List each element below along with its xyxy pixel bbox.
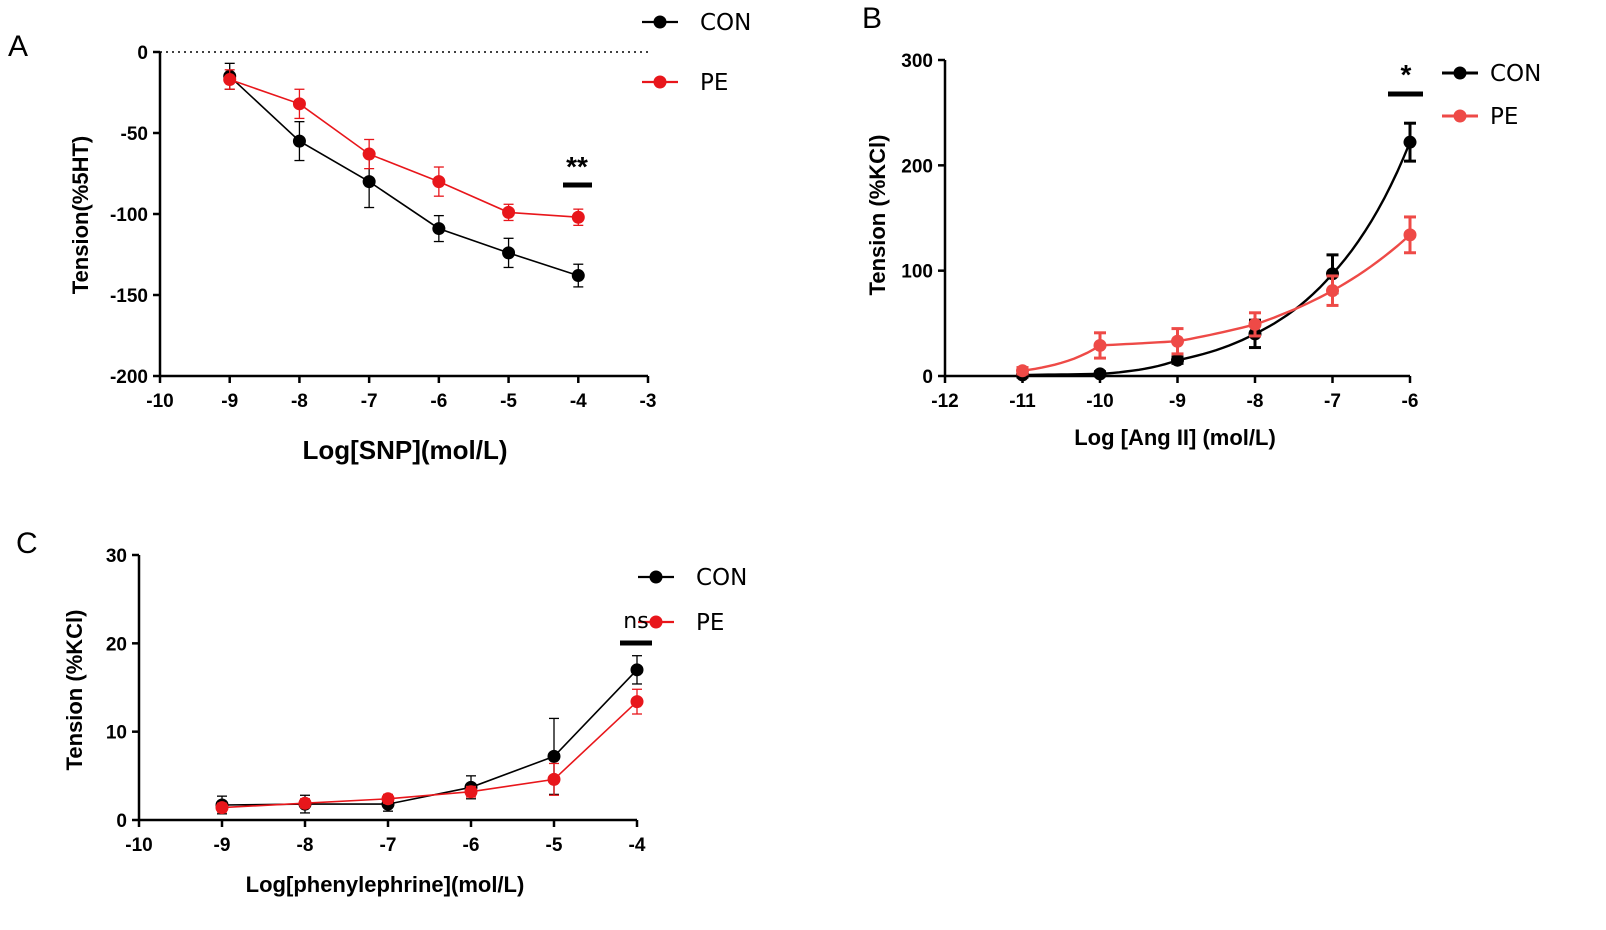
x-tick-label: -5 (546, 835, 563, 856)
data-point-pe (298, 796, 312, 810)
legend-label-con: CON (700, 10, 751, 36)
y-tick-label: 30 (106, 546, 127, 567)
x-tick-label: -9 (221, 391, 238, 412)
y-axis-label-c: Tension (%KCl) (62, 610, 87, 771)
legend-marker-pe (1453, 109, 1467, 123)
data-point-pe (630, 695, 644, 709)
fit-curve-con (1022, 141, 1412, 377)
panel-c: C Tension (%KCl) Log[phenylephrine](mol/… (16, 527, 747, 897)
y-tick-label: 10 (106, 723, 127, 744)
data-point-pe (1093, 338, 1107, 352)
data-point-pe (381, 792, 395, 806)
panel-a: A Tension(%5HT) Log[SNP](mol/L) -10 -9 -8 -… (8, 10, 751, 465)
legend-marker-con (649, 570, 663, 584)
data-point-con (1171, 353, 1184, 367)
x-tick-label: -6 (430, 391, 447, 412)
panel-letter-c: C (16, 527, 38, 560)
y-tick-label: 0 (116, 811, 127, 832)
x-tick-label: -4 (570, 391, 587, 412)
data-point-pe (1326, 284, 1339, 298)
x-tick-label: -5 (500, 391, 517, 412)
data-point-pe (223, 73, 237, 87)
x-tick-label: -10 (125, 835, 152, 856)
legend-label-pe: PE (1490, 104, 1518, 130)
data-point-con (1403, 135, 1417, 149)
legend-marker-pe (649, 615, 663, 629)
x-tick-label: -8 (297, 835, 314, 856)
y-tick-label: -50 (121, 124, 148, 145)
y-tick-label: 200 (901, 156, 933, 177)
x-axis-label-b: Log [Ang II] (mol/L) (1074, 425, 1276, 450)
legend-label-pe: PE (700, 70, 728, 96)
y-axis-label-b: Tension (%KCl) (865, 135, 890, 296)
significance-label: ns (623, 609, 648, 634)
legend-marker-con (1453, 66, 1467, 80)
x-axis-label-a: Log[SNP](mol/L) (302, 435, 507, 465)
data-point-con (547, 749, 561, 763)
data-point-pe (362, 147, 376, 161)
data-point-pe (571, 210, 585, 224)
x-tick-label: -4 (629, 835, 646, 856)
series-line-con (221, 669, 638, 806)
data-point-pe (1403, 228, 1417, 242)
series-line-con (229, 75, 579, 277)
x-tick-label: -9 (1169, 391, 1186, 412)
fit-curve-pe (1022, 233, 1411, 372)
x-tick-label: -7 (361, 391, 378, 412)
data-point-con (432, 222, 446, 236)
x-tick-label: -9 (214, 835, 231, 856)
x-tick-label: -8 (291, 391, 308, 412)
series-line-pe (221, 701, 638, 809)
x-tick-label: -7 (380, 835, 397, 856)
data-point-con (362, 175, 376, 189)
y-tick-label: 20 (106, 634, 127, 655)
panel-b: B Tension (%KCl) Log [Ang II] (mol/L) -1… (862, 2, 1541, 450)
x-tick-label: -12 (931, 391, 958, 412)
data-point-pe (1248, 317, 1262, 331)
significance-label: ** (566, 151, 588, 182)
legend-marker-pe (653, 75, 667, 89)
data-point-pe (502, 205, 516, 219)
x-tick-label: -10 (1086, 391, 1113, 412)
legend-label-pe: PE (696, 610, 724, 636)
legend-label-con: CON (696, 565, 747, 591)
x-tick-label: -8 (1247, 391, 1264, 412)
data-point-pe (292, 97, 306, 111)
data-point-pe (215, 801, 229, 815)
y-tick-label: -150 (110, 286, 148, 307)
y-tick-label: 100 (901, 262, 933, 283)
data-point-pe (432, 175, 446, 189)
panel-letter-a: A (8, 30, 28, 63)
y-tick-label: -200 (110, 367, 148, 388)
data-point-con (571, 269, 585, 283)
legend-marker-con (653, 15, 667, 29)
data-point-pe (547, 772, 561, 786)
data-point-con (292, 134, 306, 148)
data-point-pe (464, 785, 478, 799)
y-tick-label: 0 (137, 43, 148, 64)
significance-label: * (1401, 59, 1412, 90)
x-tick-label: -3 (640, 391, 657, 412)
data-point-pe (1171, 334, 1184, 348)
x-tick-label: -10 (146, 391, 173, 412)
y-tick-label: 300 (901, 51, 933, 72)
x-axis-label-c: Log[phenylephrine](mol/L) (246, 872, 525, 897)
data-point-con (502, 246, 516, 260)
data-point-pe (1016, 364, 1029, 378)
panel-letter-b: B (862, 2, 882, 35)
legend-label-con: CON (1490, 61, 1541, 87)
data-point-con (630, 663, 644, 677)
x-tick-label: -6 (463, 835, 480, 856)
x-tick-label: -11 (1009, 391, 1036, 412)
y-tick-label: -100 (110, 205, 148, 226)
y-tick-label: 0 (922, 367, 933, 388)
series-line-pe (229, 78, 579, 218)
x-tick-label: -7 (1324, 391, 1341, 412)
y-axis-label-a: Tension(%5HT) (68, 136, 93, 294)
x-tick-label: -6 (1402, 391, 1419, 412)
data-point-con (1093, 367, 1107, 381)
